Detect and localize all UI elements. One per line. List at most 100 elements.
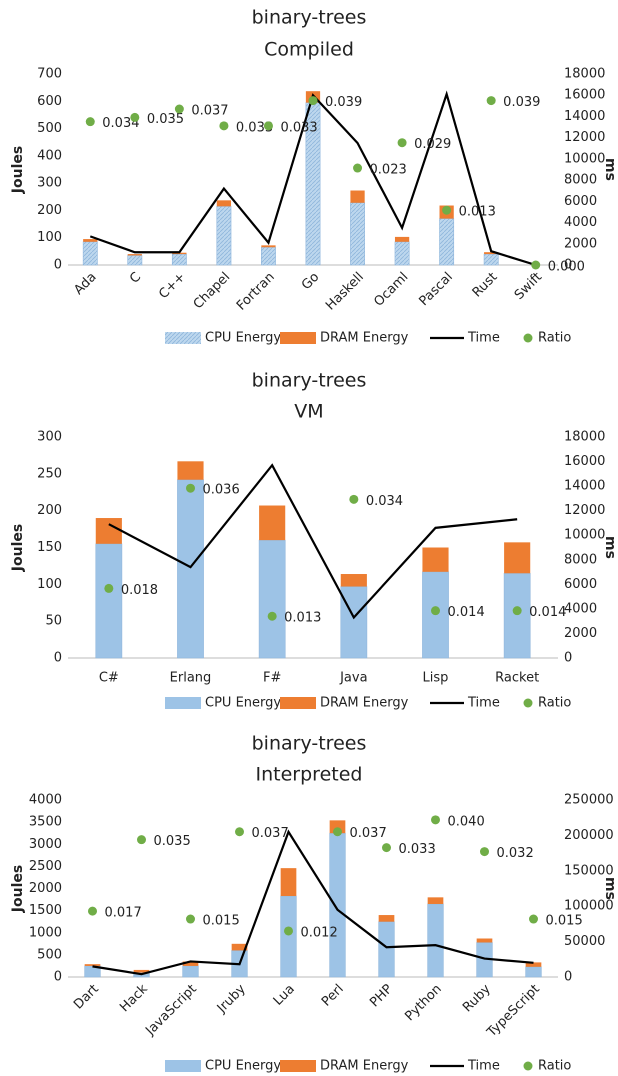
x-tick-label: JavaScript [142,982,199,1039]
ratio-label: 0.033 [399,842,436,857]
bar-segment [258,539,286,659]
ratio-label: 0.015 [203,914,240,929]
ratio-label: 0.039 [325,95,362,110]
legend-label: Ratio [538,1059,571,1074]
ratio-point [235,827,244,837]
ratio-label: 0.033 [236,120,273,135]
x-tick-label: Hack [117,981,151,1015]
ratio-label: 0.037 [350,826,387,841]
y2-tick-label: 14000 [564,479,605,494]
legend-swatch [280,332,316,344]
legend-label: Ratio [538,331,571,346]
chart-subtitle: Interpreted [256,764,363,786]
y-tick-label: 200 [37,203,62,218]
ratio-label: 0.023 [370,163,407,178]
ratio-point [512,606,522,616]
x-tick-label: Go [299,270,322,293]
ratio-label: 0.037 [252,826,289,841]
y-tick-label: 300 [37,176,62,191]
y-tick-label: 200 [37,503,62,518]
y-tick-label: 700 [37,67,62,82]
bar-segment [484,252,499,255]
bar-segment [133,969,150,973]
bar-segment [394,241,410,266]
legend-swatch [165,697,201,709]
ratio-point [333,827,342,837]
x-tick-label: C# [99,671,119,686]
legend-swatch [280,1060,316,1072]
legend-swatch [523,698,533,708]
bar-segment [525,962,542,967]
x-tick-label: Lua [271,982,298,1009]
ratio-label: 0.039 [503,95,540,110]
legend-label: DRAM Energy [320,331,409,346]
ratio-label: 0.012 [301,925,338,940]
legend-label: Time [467,696,500,711]
y-axis-title: Joules [10,865,26,913]
y2-axis-title: ms [602,877,618,900]
bar-segment [525,966,542,978]
ratio-point [486,96,496,106]
ratio-point [531,260,541,270]
ratio-point [349,494,359,504]
ratio-label: 0.040 [448,814,485,829]
y-tick-label: 3000 [29,837,62,852]
bar-segment [216,200,232,207]
bar-segment [177,479,204,659]
y2-tick-label: 18000 [564,67,605,82]
y-tick-label: 50 [45,614,62,629]
bar-segment [476,938,493,943]
y2-tick-label: 250000 [564,793,614,808]
ratio-label: 0.014 [529,605,566,620]
y2-tick-label: 10000 [564,151,605,166]
y2-tick-label: 10000 [564,528,605,543]
ratio-point [480,847,489,857]
y2-tick-label: 4000 [564,215,597,230]
y2-tick-label: 0 [564,651,572,666]
chart-subtitle: Compiled [264,39,354,61]
ratio-point [431,815,440,825]
y-tick-label: 0 [54,651,62,666]
ratio-point [88,906,97,916]
ratio-label: 0.032 [497,846,534,861]
x-tick-label: Dart [71,982,102,1013]
x-tick-label: Java [339,671,367,686]
ratio-label: 0.029 [414,137,451,152]
bar-segment [182,965,199,978]
ratio-label: 0.014 [448,605,485,620]
y2-tick-label: 0 [564,258,572,273]
y-tick-label: 300 [37,430,62,445]
time-line [108,463,518,620]
bar-segment [329,832,346,978]
legend-label: Time [467,331,500,346]
x-tick-label: Lisp [423,671,449,686]
y-tick-label: 100 [37,577,62,592]
ratio-point [137,835,146,845]
y2-tick-label: 12000 [564,503,605,518]
bar-segment [422,547,449,572]
y-tick-label: 100 [37,230,62,245]
bar-segment [127,254,142,256]
ratio-point [284,926,293,936]
bar-segment [171,253,187,266]
ratio-label: 0.035 [147,112,184,127]
y2-tick-label: 18000 [564,430,605,445]
chart-title: binary-trees [252,370,367,392]
bar-segment [483,253,499,266]
legend-label: Time [467,1059,500,1074]
bar-segment [82,241,98,266]
ratio-point [186,914,195,924]
bar-segment [177,461,204,480]
bar-segment [350,190,365,203]
y-axis-title: Joules [10,524,26,572]
bar-segment [340,574,367,587]
y2-tick-label: 4000 [564,601,597,616]
x-tick-label: Haskell [323,270,367,314]
y-tick-label: 0 [54,258,62,273]
x-tick-label: Rust [470,270,501,301]
x-tick-label: Python [402,982,444,1024]
ratio-label: 0.013 [284,611,321,626]
ratio-point [219,121,229,131]
chart-subtitle: VM [294,401,323,423]
